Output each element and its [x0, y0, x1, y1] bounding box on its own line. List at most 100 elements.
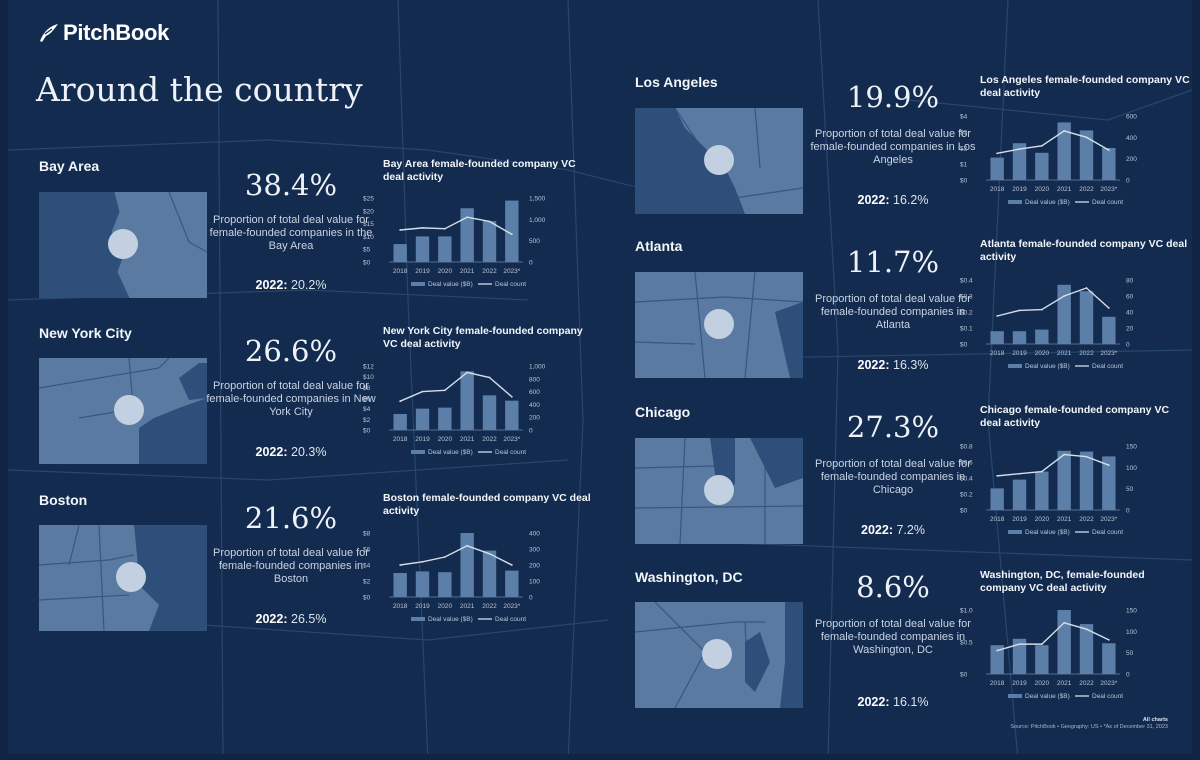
- bar-deal-value-2019: [1012, 638, 1027, 674]
- x-tick-label: 2018: [393, 603, 408, 610]
- chart-los-angeles: $4 $3 $2 $1 $0 600 400 200 0 2018 2019 2020 2021 2022…: [960, 114, 1137, 207]
- y-left-tick-label: $0.8: [960, 444, 973, 451]
- bar-deal-value-2020: [1035, 471, 1049, 510]
- point-deal-count-2020: [1040, 643, 1043, 646]
- stat-desc-boston: Proportion of total deal value for femal…: [213, 547, 369, 585]
- x-tick-label: 2018: [393, 436, 408, 443]
- bar-deal-value-2023*: [1102, 643, 1116, 674]
- point-deal-count-2022: [1085, 628, 1088, 631]
- y-right-tick-label: 1,000: [529, 217, 546, 224]
- y-right-tick-label: 400: [1126, 135, 1137, 142]
- y-left-tick-label: $6: [363, 396, 371, 403]
- point-deal-count-2019: [421, 560, 424, 563]
- point-deal-count-2021: [1063, 621, 1066, 624]
- bar-deal-value-2021: [1057, 122, 1071, 180]
- stat-prev-bay-area: 2022: 20.2%: [206, 278, 376, 292]
- bar-deal-value-2018: [393, 244, 407, 262]
- x-tick-label: 2021: [1057, 186, 1072, 193]
- bar-deal-value-2018: [990, 157, 1004, 180]
- y-right-tick-label: 50: [1126, 650, 1134, 657]
- chart-title-atlanta: Atlanta female-founded company VC deal a…: [980, 238, 1188, 263]
- x-tick-label: 2023*: [503, 603, 520, 610]
- y-right-tick-label: 0: [529, 595, 533, 602]
- us-map-background: [8, 0, 1192, 754]
- legend-bar-swatch: [411, 282, 425, 286]
- y-left-tick-label: $2: [363, 579, 371, 586]
- y-right-tick-label: 150: [1126, 444, 1137, 451]
- x-tick-label: 2020: [1035, 516, 1050, 523]
- y-left-tick-label: $12: [363, 364, 374, 371]
- location-marker: [704, 309, 734, 339]
- pitchbook-logo[interactable]: PitchBook: [38, 20, 169, 46]
- y-right-tick-label: 100: [1126, 629, 1137, 636]
- stat-prev-new-york-city: 2022: 20.3%: [206, 445, 376, 459]
- y-left-tick-label: $0: [363, 260, 371, 267]
- bar-deal-value-2021: [1057, 284, 1071, 344]
- point-deal-count-2023*: [1107, 307, 1110, 309]
- x-tick-label: 2023*: [1100, 186, 1117, 193]
- bar-deal-value-2022: [1079, 130, 1094, 180]
- y-right-tick-label: 0: [1126, 342, 1130, 349]
- legend-bar-label: Deal value ($B): [428, 449, 473, 456]
- footnote-heading: All charts: [1142, 717, 1168, 723]
- point-deal-count-2020: [1040, 470, 1043, 473]
- point-deal-count-2021: [466, 216, 469, 219]
- line-deal-count: [996, 622, 1110, 652]
- point-deal-count-2023*: [510, 233, 513, 236]
- y-left-tick-label: $0: [960, 178, 968, 185]
- chart-title-los-angeles: Los Angeles female-founded company VC de…: [980, 74, 1190, 99]
- y-right-tick-label: 60: [1126, 294, 1134, 301]
- y-left-tick-label: $2: [960, 146, 968, 153]
- x-tick-label: 2021: [1057, 680, 1072, 687]
- legend-line-label: Deal count: [1092, 529, 1123, 536]
- y-left-tick-label: $0.4: [960, 278, 973, 285]
- point-deal-count-2021: [466, 371, 469, 374]
- map-bay-area: [39, 192, 207, 298]
- chart-washington-dc: $1.0 $0.5 $0 150 100 50 0 2018 2019 2020 2021 2022 2…: [960, 608, 1137, 701]
- line-deal-count: [997, 130, 1110, 155]
- bar-deal-value-2020: [438, 407, 452, 430]
- legend-line-label: Deal count: [1092, 199, 1123, 206]
- location-marker: [114, 395, 144, 425]
- bar-deal-value-2020: [1035, 645, 1049, 674]
- y-left-tick-label: $25: [363, 196, 374, 203]
- point-deal-count-2022: [1085, 136, 1088, 139]
- y-left-tick-label: $6: [363, 547, 371, 554]
- bar-deal-value-2023*: [1102, 148, 1116, 180]
- y-right-tick-label: 400: [529, 531, 540, 538]
- location-marker: [108, 229, 138, 259]
- point-deal-count-2018: [996, 152, 999, 155]
- stat-prev-washington-dc: 2022: 16.1%: [808, 695, 978, 709]
- y-right-tick-label: 0: [529, 428, 533, 435]
- bar-deal-value-2021: [460, 533, 474, 597]
- y-right-tick-label: 0: [1126, 508, 1130, 515]
- y-right-tick-label: 300: [529, 547, 540, 554]
- y-left-tick-label: $0: [960, 672, 968, 679]
- region-name-bay-area: Bay Area: [39, 158, 100, 174]
- x-tick-label: 2022: [1079, 186, 1094, 193]
- x-tick-label: 2022: [1079, 516, 1094, 523]
- y-left-tick-label: $3: [960, 130, 968, 137]
- infographic-page: PitchBook Around the country Bay Area 38…: [8, 0, 1192, 754]
- stat-desc-atlanta: Proportion of total deal value for femal…: [815, 293, 971, 331]
- x-tick-label: 2022: [482, 268, 497, 275]
- y-right-tick-label: 50: [1126, 486, 1134, 493]
- y-right-tick-label: 0: [529, 260, 533, 267]
- point-deal-count-2018: [399, 400, 402, 403]
- x-tick-label: 2023*: [1100, 516, 1117, 523]
- legend-bar-label: Deal value ($B): [1025, 363, 1070, 370]
- location-marker: [702, 639, 732, 669]
- y-left-tick-label: $0: [363, 595, 371, 602]
- point-deal-count-2023*: [1107, 638, 1110, 641]
- point-deal-count-2019: [421, 390, 424, 393]
- legend-bar-swatch: [1008, 530, 1022, 534]
- x-tick-label: 2020: [1035, 186, 1050, 193]
- y-right-tick-label: 80: [1126, 278, 1134, 285]
- map-washington-dc: [635, 602, 803, 708]
- feather-icon: [40, 24, 58, 42]
- bar-deal-value-2019: [415, 408, 430, 430]
- stat-pct-atlanta: 11.7%: [846, 245, 940, 279]
- y-left-tick-label: $0: [960, 342, 968, 349]
- y-left-tick-label: $0: [363, 428, 371, 435]
- line-deal-count: [400, 545, 513, 566]
